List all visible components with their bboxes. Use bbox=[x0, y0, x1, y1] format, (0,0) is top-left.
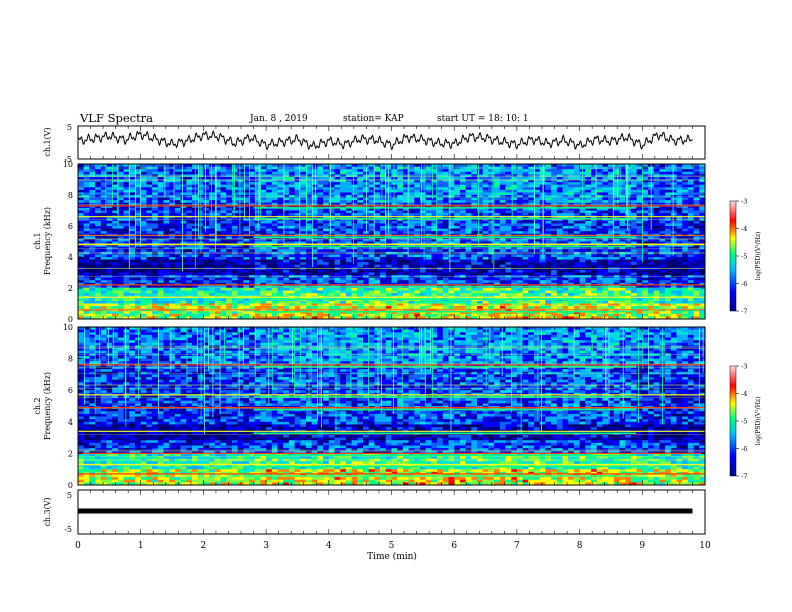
xtick-label: 10 bbox=[699, 541, 711, 551]
ch1-ytick-label: 2 bbox=[68, 284, 73, 293]
colorbar-tick-label: -5 bbox=[741, 253, 747, 261]
ch1-waveform-line bbox=[77, 129, 693, 150]
xtick-label: 6 bbox=[451, 541, 457, 551]
ch1-ylabel-frequency: Frequency (kHz) bbox=[43, 207, 52, 275]
ch2-ytick-label: 2 bbox=[68, 449, 73, 458]
start-ut-label: start UT = 18: 10: 1 bbox=[437, 114, 529, 124]
ch2-ytick-label: 4 bbox=[68, 418, 73, 427]
xtick-label: 4 bbox=[326, 541, 332, 551]
ch3-waveform-panel: 5 -5 ch.3(V) bbox=[43, 489, 706, 535]
station-label: station= KAP bbox=[343, 114, 404, 124]
xtick-label: 2 bbox=[201, 541, 207, 551]
colorbar-tick-label: -4 bbox=[741, 390, 747, 398]
ch1-waveform-panel: 5 -5 ch.1(V) bbox=[43, 123, 706, 164]
ch2-spectrogram bbox=[78, 327, 706, 486]
ch1-colorbar: -3 -4 -5 -6 -7 log(PSD)(V²/Hz) bbox=[729, 198, 762, 316]
ch1-ytick-label: 10 bbox=[63, 160, 73, 169]
ch1-ytick-label: 0 bbox=[68, 315, 73, 324]
colorbar-tick-label: -3 bbox=[741, 363, 747, 371]
ch3-ylabel: ch.3(V) bbox=[43, 497, 52, 526]
colorbar-tick-label: -6 bbox=[741, 445, 747, 453]
time-axis: 0 1 2 3 4 5 6 7 8 9 10 bbox=[75, 126, 711, 551]
ch3-ytick-label: -5 bbox=[64, 525, 72, 534]
colorbar-tick-label: -4 bbox=[741, 225, 747, 233]
ch2-ytick-label: 8 bbox=[68, 355, 73, 364]
ch1-ytick-label: 8 bbox=[68, 191, 73, 200]
ch2-ytick-label: 0 bbox=[68, 481, 73, 490]
ch1-ytick-label: -5 bbox=[64, 155, 72, 164]
ch1-ytick-label: 5 bbox=[67, 123, 72, 132]
ch2-ytick-label: 10 bbox=[63, 323, 73, 332]
xtick-label: 9 bbox=[639, 541, 645, 551]
ch1-yticks: 10 8 6 4 2 0 bbox=[63, 160, 705, 324]
xtick-label: 0 bbox=[75, 541, 81, 551]
chart-title: VLF Spectra bbox=[80, 111, 154, 125]
ch3-ytick-label: 5 bbox=[67, 491, 72, 500]
colorbar-tick-label: -5 bbox=[741, 418, 747, 426]
ch1-ytick-label: 4 bbox=[68, 253, 73, 262]
xtick-label: 1 bbox=[138, 541, 144, 551]
ch2-ytick-label: 6 bbox=[68, 386, 73, 395]
date-label: Jan. 8 , 2019 bbox=[250, 114, 308, 124]
colorbar-tick-label: -6 bbox=[741, 280, 747, 288]
ch1-ylabel: ch.1(V) bbox=[43, 127, 52, 156]
ch1-colorbar-label: log(PSD)(V²/Hz) bbox=[755, 232, 762, 281]
ch1-spectrogram bbox=[78, 164, 706, 320]
ch2-colorbar-label: log(PSD)(V²/Hz) bbox=[755, 397, 762, 446]
colorbar-tick-label: -3 bbox=[741, 198, 747, 206]
colorbar-tick-label: -7 bbox=[741, 308, 747, 316]
ch1-ytick-label: 6 bbox=[68, 222, 73, 231]
ch1-ylabel-channel: ch.1 bbox=[33, 232, 42, 249]
xtick-label: 7 bbox=[514, 541, 520, 551]
xtick-label: 5 bbox=[389, 541, 395, 551]
ch1-spectrogram-panel: 10 8 6 4 2 0 ch.1 Frequency (kHz) bbox=[33, 160, 706, 324]
ch2-colorbar: -3 -4 -5 -6 -7 log(PSD)(V²/Hz) bbox=[729, 363, 762, 481]
xtick-label: 8 bbox=[577, 541, 583, 551]
ch2-ylabel-frequency: Frequency (kHz) bbox=[43, 372, 52, 440]
colorbar-tick-label: -7 bbox=[741, 473, 747, 481]
ch2-yticks: 10 8 6 4 2 0 bbox=[63, 323, 705, 490]
ch2-spectrogram-panel: 10 8 6 4 2 0 ch.2 Frequency (kHz) bbox=[33, 323, 706, 490]
xtick-label: 3 bbox=[263, 541, 269, 551]
xaxis-label: Time (min) bbox=[367, 551, 417, 562]
ch2-ylabel-channel: ch.2 bbox=[33, 397, 42, 414]
